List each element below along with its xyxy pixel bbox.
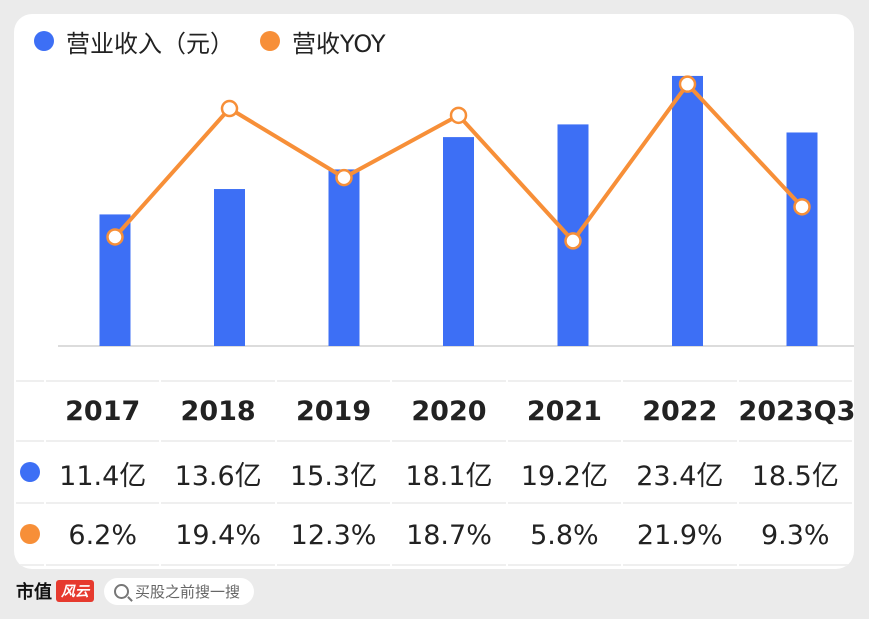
year-cell: 2023Q3 — [738, 380, 854, 442]
year-cell: 2017 — [46, 380, 160, 442]
yoy-cell: 9.3% — [738, 506, 852, 566]
revenue-cell: 11.4亿 — [46, 444, 160, 504]
legend-label-revenue: 营业收入（元） — [66, 29, 234, 58]
yoy-cell: 5.8% — [507, 506, 622, 566]
legend-marker-yoy — [260, 31, 280, 51]
yoy-point-2017 — [106, 228, 124, 246]
search-bar[interactable]: 买股之前搜一搜 — [104, 577, 255, 605]
revenue-cell: 13.6亿 — [161, 444, 275, 504]
footer: 市值 风云 买股之前搜一搜 — [16, 576, 255, 606]
chart-card: 营业收入（元） 营收YOY 2017 2018 2019 2020 2021 2… — [14, 14, 854, 569]
search-icon — [114, 583, 129, 599]
bar-2022 — [672, 75, 703, 347]
revenue-dot-icon — [20, 461, 40, 482]
yoy-point-2019 — [335, 168, 353, 187]
search-placeholder: 买股之前搜一搜 — [135, 582, 241, 601]
data-table: 2017 2018 2019 2020 2021 2022 2023Q3 11.… — [14, 378, 854, 568]
bar-2023Q3 — [786, 132, 818, 346]
yoy-cell: 6.2% — [46, 506, 160, 566]
yoy-point-2021 — [564, 232, 582, 250]
legend-marker-revenue — [34, 31, 54, 51]
year-cell: 2018 — [161, 380, 275, 442]
year-cell: 2019 — [276, 380, 391, 442]
corner-cell — [16, 380, 44, 442]
bar-2018 — [214, 189, 245, 346]
year-cell: 2022 — [623, 380, 737, 442]
year-cell: 2020 — [392, 380, 506, 442]
brand-badge: 风云 — [56, 580, 94, 602]
yoy-point-2020 — [449, 106, 468, 125]
brand-name: 市值 — [16, 582, 52, 603]
bar-2019 — [328, 169, 360, 346]
year-cell: 2021 — [507, 380, 622, 442]
revenue-cell: 18.5亿 — [738, 444, 852, 504]
revenue-cell: 18.1亿 — [392, 444, 506, 504]
yoy-cell: 12.3% — [276, 506, 391, 566]
yoy-row: 6.2% 19.4% 12.3% 18.7% 5.8% 21.9% 9.3% — [16, 506, 852, 566]
yoy-cell: 19.4% — [161, 506, 275, 566]
yoy-point-2018 — [220, 99, 239, 118]
yoy-point-2023Q3 — [793, 198, 811, 216]
bar-2020 — [443, 137, 474, 346]
revenue-row: 11.4亿 13.6亿 15.3亿 18.1亿 19.2亿 23.4亿 18.5… — [16, 444, 852, 504]
revenue-row-marker — [16, 444, 44, 504]
yoy-row-marker — [16, 506, 44, 566]
combo-chart — [58, 75, 854, 347]
legend-item-yoy: 营收YOY — [260, 24, 386, 59]
yoy-dot-icon — [20, 523, 40, 544]
yoy-point-2022 — [678, 75, 697, 93]
revenue-cell: 19.2亿 — [507, 444, 622, 504]
brand-logo: 市值 风云 — [16, 578, 94, 604]
revenue-cell: 23.4亿 — [623, 444, 737, 504]
yoy-cell: 18.7% — [392, 506, 506, 566]
legend-label-yoy: 营收YOY — [292, 29, 386, 58]
revenue-cell: 15.3亿 — [276, 444, 391, 504]
legend-item-revenue: 营业收入（元） — [34, 24, 234, 59]
legend: 营业收入（元） 营收YOY — [34, 24, 386, 58]
yoy-cell: 21.9% — [623, 506, 737, 566]
year-row: 2017 2018 2019 2020 2021 2022 2023Q3 — [16, 380, 854, 442]
